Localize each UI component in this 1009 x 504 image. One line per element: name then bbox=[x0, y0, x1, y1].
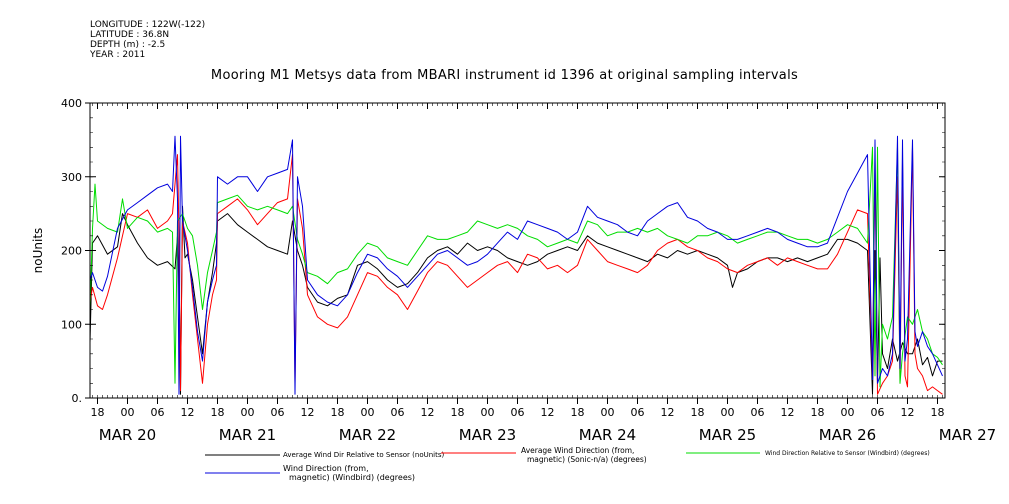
x-tick-label: 18 bbox=[451, 406, 465, 419]
x-tick-label: 18 bbox=[331, 406, 345, 419]
x-tick-label: 00 bbox=[361, 406, 375, 419]
x-tick-label: 12 bbox=[901, 406, 915, 419]
metadata-block: LONGITUDE : 122W(-122) LATITUDE : 36.8N … bbox=[90, 20, 205, 60]
x-day-label: MAR 27 bbox=[939, 426, 996, 444]
x-day-label: MAR 21 bbox=[219, 426, 276, 444]
x-day-label: MAR 25 bbox=[699, 426, 756, 444]
x-tick-label: 18 bbox=[811, 406, 825, 419]
axes-layer: 18 00 06 12 18 00 06 12 18 00 06 12 18 00 06 12 18 00 06 12… bbox=[31, 97, 996, 444]
x-day-label: MAR 24 bbox=[579, 426, 636, 444]
x-tick-label: 00 bbox=[481, 406, 495, 419]
x-tick-label: 12 bbox=[661, 406, 675, 419]
x-tick-label: 06 bbox=[391, 406, 405, 419]
y-axis-label: noUnits bbox=[31, 228, 45, 274]
legend-label-3: magnetic) (Windbird) (degrees) bbox=[289, 473, 415, 482]
x-tick-label: 18 bbox=[211, 406, 225, 419]
y-tick-label: 400 bbox=[61, 97, 82, 110]
x-tick-label: 06 bbox=[151, 406, 165, 419]
x-tick-label: 12 bbox=[781, 406, 795, 419]
legend-label-1: magnetic) (Sonic-n/a) (degrees) bbox=[527, 455, 647, 464]
x-tick-label: 12 bbox=[421, 406, 435, 419]
legend: Average Wind Dir Relative to Sensor (noU… bbox=[205, 446, 930, 482]
y-tick-label: 300 bbox=[61, 171, 82, 184]
legend-label-1: Average Wind Direction (from, bbox=[521, 446, 634, 455]
x-tick-label: 06 bbox=[271, 406, 285, 419]
y-tick-label: 200 bbox=[61, 245, 82, 258]
legend-label-3: Wind Direction (from, bbox=[283, 464, 369, 473]
x-day-label: MAR 22 bbox=[339, 426, 396, 444]
series-line-2 bbox=[89, 146, 943, 388]
y-tick-label: 100 bbox=[61, 318, 82, 331]
x-tick-label: 06 bbox=[751, 406, 765, 419]
x-tick-label: 18 bbox=[91, 406, 105, 419]
x-minor-ticks bbox=[92, 103, 943, 398]
x-day-label: MAR 23 bbox=[459, 426, 516, 444]
x-tick-label: 00 bbox=[241, 406, 255, 419]
series-line-0 bbox=[89, 205, 943, 395]
x-tick-label: 00 bbox=[601, 406, 615, 419]
x-tick-label: 00 bbox=[121, 406, 135, 419]
x-tick-label: 18 bbox=[691, 406, 705, 419]
x-tick-label: 00 bbox=[721, 406, 735, 419]
x-tick-label: 06 bbox=[871, 406, 885, 419]
series-line-3 bbox=[89, 135, 943, 395]
x-tick-label: 00 bbox=[841, 406, 855, 419]
x-tick-label: 12 bbox=[301, 406, 315, 419]
y-minor-ticks bbox=[90, 102, 945, 399]
x-tick-label: 12 bbox=[541, 406, 555, 419]
x-tick-label: 18 bbox=[931, 406, 945, 419]
y-tick-label: 0. bbox=[72, 392, 83, 405]
meta-depth: DEPTH (m) : -2.5 bbox=[90, 40, 166, 50]
x-tick-label: 06 bbox=[631, 406, 645, 419]
x-tick-label: 18 bbox=[571, 406, 585, 419]
chart-title: Mooring M1 Metsys data from MBARI instru… bbox=[210, 68, 799, 83]
x-day-label: MAR 26 bbox=[819, 426, 876, 444]
x-tick-label: 12 bbox=[181, 406, 195, 419]
meta-latitude: LATITUDE : 36.8N bbox=[90, 30, 170, 40]
meta-longitude: LONGITUDE : 122W(-122) bbox=[90, 20, 206, 30]
meta-year: YEAR : 2011 bbox=[90, 50, 146, 60]
x-tick-label: 06 bbox=[511, 406, 525, 419]
legend-label-0: Average Wind Dir Relative to Sensor (noU… bbox=[283, 451, 444, 459]
series-layer bbox=[89, 135, 943, 395]
plot-frame bbox=[89, 102, 946, 399]
legend-label-2: Wind Direction Relative to Sensor (Windb… bbox=[765, 450, 930, 457]
x-day-label: MAR 20 bbox=[99, 426, 156, 444]
